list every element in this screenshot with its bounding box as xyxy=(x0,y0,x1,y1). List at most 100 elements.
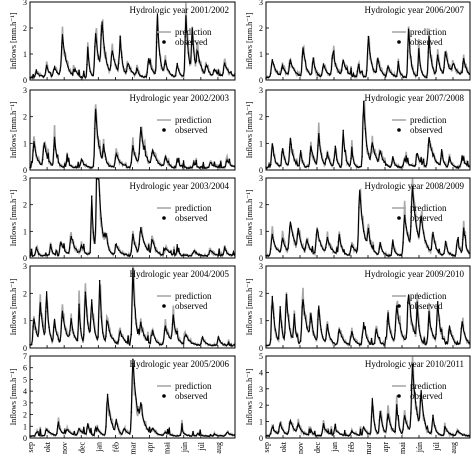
observed-point xyxy=(443,252,445,255)
observed-point xyxy=(361,433,363,435)
legend-prediction-label: prediction xyxy=(410,27,447,37)
observed-point xyxy=(201,434,204,437)
observed-point xyxy=(397,60,400,63)
y-axis-label: Inflows [mm.h⁻¹] xyxy=(9,12,18,69)
observed-point xyxy=(459,165,461,168)
observed-point xyxy=(60,320,63,322)
observed-point xyxy=(117,249,120,251)
observed-point xyxy=(351,333,354,336)
observed-point xyxy=(166,332,169,334)
observed-point xyxy=(359,343,362,345)
observed-point xyxy=(119,431,121,434)
observed-point xyxy=(269,248,272,250)
observed-point xyxy=(284,432,286,434)
observed-point xyxy=(348,434,351,436)
observed-point xyxy=(391,73,393,75)
observed-point xyxy=(364,326,366,328)
observed-point xyxy=(381,425,384,427)
observed-point xyxy=(119,161,121,164)
observed-point xyxy=(399,429,401,431)
month-label: aug xyxy=(449,442,458,454)
observed-point xyxy=(361,218,363,220)
panel-title: Hydrologic year 2007/2008 xyxy=(365,93,465,103)
observed-point xyxy=(146,428,148,430)
observed-point xyxy=(359,200,362,202)
observed-point xyxy=(281,241,283,244)
observed-point xyxy=(111,423,114,425)
observed-point xyxy=(325,69,327,71)
observed-point xyxy=(414,401,417,404)
observed-point xyxy=(296,72,299,75)
observed-point xyxy=(48,71,50,73)
plot-frame xyxy=(29,355,236,439)
observed-point xyxy=(377,57,379,59)
observed-point xyxy=(114,157,117,159)
legend-observed-swatch xyxy=(397,216,401,220)
observed-point xyxy=(296,233,299,236)
month-label: mai xyxy=(398,441,407,454)
observed-point xyxy=(282,336,285,339)
observed-point xyxy=(441,254,444,256)
observed-point xyxy=(303,304,305,307)
observed-point xyxy=(168,163,171,166)
observed-point xyxy=(444,240,447,243)
observed-point xyxy=(347,254,349,256)
observed-point xyxy=(132,71,134,74)
observed-point xyxy=(290,143,292,146)
observed-point xyxy=(57,338,60,340)
observed-point xyxy=(463,162,466,164)
observed-point xyxy=(318,75,321,77)
observed-point xyxy=(211,344,213,347)
observed-point xyxy=(350,67,352,70)
observed-point xyxy=(304,166,307,168)
observed-point xyxy=(76,251,79,253)
observed-point xyxy=(287,247,289,249)
observed-point xyxy=(399,323,401,325)
observed-point xyxy=(100,155,102,158)
observed-point xyxy=(223,434,226,437)
y-tick-label: 1 xyxy=(259,317,263,326)
observed-point xyxy=(268,163,270,166)
observed-point xyxy=(429,46,431,49)
observed-point xyxy=(103,233,106,235)
observed-point xyxy=(159,252,161,255)
observed-point xyxy=(284,245,286,247)
observed-point xyxy=(389,331,392,333)
observed-point xyxy=(276,248,278,251)
observed-point xyxy=(130,333,133,336)
observed-point xyxy=(56,432,58,434)
observed-point xyxy=(375,429,378,432)
observed-point xyxy=(222,72,224,74)
observed-point xyxy=(34,146,36,148)
observed-point xyxy=(407,301,409,304)
observed-point xyxy=(165,248,167,250)
observed-point xyxy=(198,167,201,169)
observed-point xyxy=(211,164,213,166)
observed-point xyxy=(152,428,155,430)
observed-point xyxy=(159,53,161,56)
month-label: júl xyxy=(197,441,206,451)
legend-observed-label: observed xyxy=(410,391,443,401)
observed-point xyxy=(64,163,66,165)
observed-point xyxy=(309,73,311,76)
observed-point xyxy=(370,245,373,248)
observed-point xyxy=(451,433,453,436)
observed-point xyxy=(152,151,155,154)
observed-point xyxy=(457,343,459,345)
observed-point xyxy=(64,429,66,432)
observed-point xyxy=(193,342,196,345)
observed-point xyxy=(60,165,63,168)
observed-point xyxy=(57,254,60,257)
observed-point xyxy=(152,242,155,244)
observed-point xyxy=(337,162,340,165)
observed-point xyxy=(143,420,145,423)
observed-point xyxy=(92,74,95,77)
observed-point xyxy=(32,149,34,152)
observed-point xyxy=(288,146,291,148)
observed-point xyxy=(108,69,110,71)
observed-point xyxy=(340,335,343,338)
plot-frame xyxy=(265,177,471,259)
observed-point xyxy=(455,431,458,433)
observed-point xyxy=(405,336,407,339)
observed-point xyxy=(331,340,333,342)
